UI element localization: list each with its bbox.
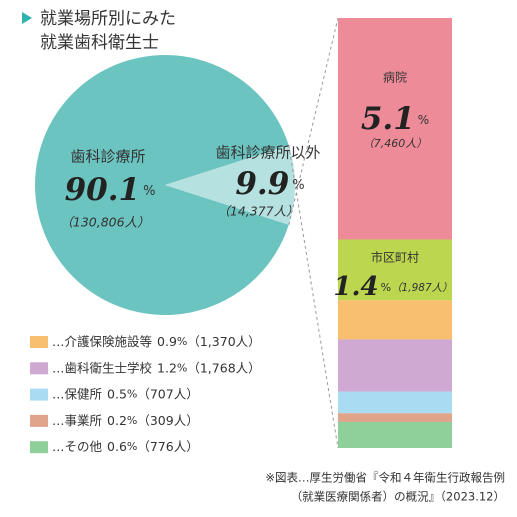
legend-prefix: … [52,412,65,427]
legend-name: 保健所 [65,386,103,401]
value-unit: % [418,113,429,127]
legend-name: 介護保険施設等 [65,334,153,349]
title-line: 就業場所別にみた [40,9,176,29]
title-line: 就業歯科衛生士 [40,33,159,53]
slice-label: 歯科診療所 [70,148,145,166]
bar-segment [338,339,452,392]
slice-label: 歯科診療所以外 [215,144,320,162]
segment-label: 病院 [383,70,407,85]
legend-entry: …介護保険施設等 0.9%（1,370人） [52,334,261,349]
value-unit: % [143,184,155,199]
value-unit: % [381,281,391,294]
legend-name: 歯科衛生士学校 [65,360,153,375]
legend-prefix: … [52,334,65,349]
legend-count: （776人） [137,439,198,454]
legend-entry: …保健所 0.5%（707人） [52,386,199,401]
count-label: （14,377人） [217,204,298,219]
legend-swatch [30,441,48,454]
legend-swatch [30,388,48,401]
legend-count: （1,768人） [187,360,260,375]
source-note: ※図表…厚生労働省『令和４年衛生行政報告例 [265,471,505,485]
legend-value: 0.6 [107,439,127,454]
connector [288,145,339,449]
slice-value: 90.1% [65,172,156,208]
legend-swatch [30,414,48,427]
pie-slice [35,54,289,315]
legend-unit: % [177,361,187,374]
legend-prefix: … [52,439,65,454]
legend-count: （309人） [137,412,198,427]
source-note: （就業医療関係者）の概況』（2023.12） [291,490,505,504]
legend-swatch [30,362,48,375]
value-number: 9.9 [235,166,289,202]
legend-swatch [30,336,48,348]
connector [288,17,339,225]
legend-name: その他 [65,439,103,454]
legend-entry: …歯科衛生士学校 1.2%（1,768人） [52,360,261,375]
segment-value: 1.4 %（1,987人） [333,272,452,302]
legend-prefix: … [52,386,65,401]
legend-unit: % [127,440,137,453]
count-label: （7,460人） [363,137,428,150]
legend-unit: % [177,335,187,348]
segment-value: 5.1% [361,101,429,137]
pie-slice [165,145,295,225]
legend-value: 1.2 [157,360,177,375]
legend-value: 0.9 [157,334,177,349]
legend-value: 0.5 [107,386,127,401]
slice-value: 9.9% [235,166,304,202]
bar-segment [338,391,452,414]
bar-segment [338,413,452,422]
legend-count: （1,370人） [187,334,260,349]
bar-segment [338,18,452,240]
bar-segment [338,300,452,340]
segment-label: 市区町村 [371,250,419,265]
value-unit: % [292,178,304,193]
count-label: （1,987人） [391,282,453,294]
bar-segment [338,239,452,301]
legend-prefix: … [52,360,65,375]
count-label: （130,806人） [60,215,149,230]
value-number: 90.1 [65,172,141,208]
legend-count: （707人） [137,386,198,401]
legend-value: 0.2 [107,412,127,427]
value-number: 5.1 [361,101,415,137]
legend-name: 事業所 [65,412,103,427]
value-number: 1.4 [333,272,378,302]
legend-unit: % [127,388,137,401]
bar-segment [338,421,452,448]
legend-entry: …その他 0.6%（776人） [52,439,199,454]
legend-unit: % [127,414,137,427]
legend-entry: …事業所 0.2%（309人） [52,412,199,427]
title-marker [22,12,32,24]
